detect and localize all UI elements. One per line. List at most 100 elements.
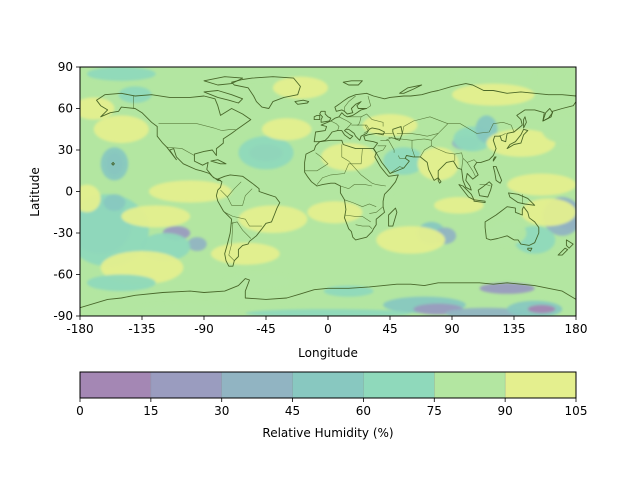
country-border [220,181,242,198]
country-border [344,214,371,223]
country-border [341,144,349,162]
coastline-caspian-sea [392,126,403,141]
coastline-iceland [294,99,310,105]
coastline-greenland [231,76,301,109]
humidity-region [148,180,232,203]
coastline-tasmania [527,247,533,252]
humidity-region [321,143,377,171]
x-tick-label: 45 [382,322,397,336]
country-border [355,224,373,230]
colorbar-tick-label: 60 [356,404,371,418]
colorbar-tick-label: 45 [285,404,300,418]
y-tick-label: 30 [58,143,73,157]
humidity-region [261,118,312,141]
humidity-region [80,184,101,213]
country-border [402,116,449,134]
humidity-region [307,201,363,224]
coastline-hawaii [111,161,115,166]
x-tick-label: -90 [194,322,214,336]
coastline-kamchatka [542,108,554,122]
coastline-taiwan [492,156,497,162]
coastline-ellesmere [203,76,244,86]
humidity-region [452,67,535,81]
y-axis-ticks: -90 -60 -30 0 30 60 90 [53,60,80,323]
coastline-novaya-zemlya [399,84,423,94]
x-tick-label: 0 [324,322,332,336]
coastline-svalbard [342,80,363,86]
coastline-new-guinea [508,192,536,206]
country-border [344,95,356,112]
humidity-region [80,97,115,120]
y-axis-label: Latitude [28,167,42,216]
humidity-region [541,115,576,144]
country-border [344,199,377,208]
country-border [330,120,340,131]
coastline-ireland [313,114,321,121]
x-tick-label: 135 [503,322,526,336]
humidity-region [362,114,418,137]
colorbar-segment [150,372,222,398]
coastline-japan [506,128,529,150]
humidity-region [507,173,576,196]
humidity-region [121,205,191,228]
coastline-philippines [492,166,503,184]
coastline-antarctica [80,278,576,316]
x-tick-label: -45 [256,322,276,336]
colorbar-segment [363,372,435,398]
country-border [380,140,395,153]
x-tick-label: 90 [444,322,459,336]
country-border [304,152,329,172]
coastline-cuba [210,159,227,165]
country-border [466,162,476,177]
colorbar-tick-label: 30 [214,404,229,418]
humidity-contours [80,67,576,316]
humidity-region [210,242,280,265]
country-border [231,221,252,239]
humidity-region [118,86,152,103]
y-tick-label: 60 [58,102,73,116]
coastline-great-britain [319,110,332,123]
coastline-africa [304,139,399,241]
humidity-region [86,274,156,292]
x-axis-ticks: -180 -135 -90 -45 0 45 90 135 180 [66,316,587,336]
humidity-region [103,194,126,211]
humidity-region [520,198,576,227]
country-border [348,160,386,187]
country-border [431,145,478,163]
y-tick-label: -90 [53,309,73,323]
coastline-madagascar [388,207,398,227]
coastline-java [473,199,486,204]
humidity-region [86,67,156,81]
humidity-region [245,309,411,316]
humidity-region [187,237,207,251]
coastline-north-america [96,92,252,181]
humidity-region [445,307,528,316]
country-border [479,184,491,187]
country-border [396,133,439,137]
colorbar-segment [221,372,293,398]
country-border [360,113,384,127]
humidity-region [452,83,535,106]
humidity-region [487,220,527,246]
country-border [366,95,372,109]
x-axis-label: Longitude [298,346,358,360]
country-border [340,184,373,190]
country-border [316,148,363,185]
country-borders [133,95,523,261]
country-border [158,123,236,131]
colorbar-tick-label: 15 [143,404,158,418]
country-border [356,124,370,130]
colorbar-tick-label: 105 [565,404,588,418]
humidity-region [376,226,446,254]
country-border [389,166,404,174]
humidity-region [224,273,294,290]
y-tick-label: -30 [53,226,73,240]
y-tick-label: 90 [58,60,73,74]
country-border [388,137,416,157]
humidity-region [434,197,484,214]
colorbar-tick-label: 90 [498,404,513,418]
humidity-region [527,304,556,314]
humidity-region [135,303,246,315]
country-border [498,133,506,137]
colorbar-tick-label: 0 [76,404,84,418]
